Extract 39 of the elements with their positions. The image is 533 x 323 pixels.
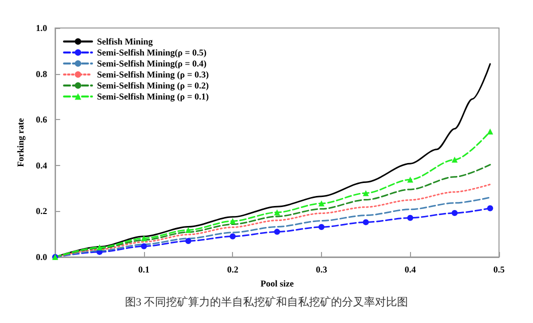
- x-tick-label: 0.4: [404, 264, 416, 274]
- legend-label: Semi-Selfish Mining (ρ = 0.1): [97, 92, 209, 102]
- y-tick-label: 0.0: [36, 252, 48, 262]
- x-axis-title: Pool size: [260, 278, 294, 288]
- point: [362, 190, 369, 196]
- point: [452, 210, 458, 216]
- point: [230, 218, 236, 224]
- text: 图3 不同挖矿算力的半自私挖矿和自私挖矿的分叉率对比图: [124, 296, 408, 308]
- point: [274, 209, 280, 216]
- y-tick-label: 0.8: [36, 68, 48, 79]
- point: [452, 156, 458, 163]
- point: [185, 226, 192, 233]
- point: [274, 228, 280, 235]
- y-tick-label: 0.2: [36, 206, 48, 216]
- x-tick-label: 0.2: [227, 264, 239, 274]
- x-tick-label: 0.1: [138, 264, 150, 274]
- point: [185, 238, 192, 244]
- point: [318, 224, 324, 230]
- y-tick-label: 0.6: [36, 114, 48, 125]
- legend-label: Semi-Selfish Mining(ρ = 0.4): [97, 58, 206, 68]
- y-tick-label: 1.0: [36, 23, 48, 33]
- point: [362, 219, 369, 226]
- y-tick-label: 0.4: [36, 160, 48, 170]
- point: [140, 235, 147, 242]
- point: [407, 176, 414, 183]
- point: [487, 128, 494, 135]
- point: [230, 233, 236, 240]
- legend-label: Semi-Selfish Mining (ρ = 0.2): [97, 80, 209, 90]
- x-tick-label: 0.5: [493, 264, 506, 274]
- y-axis-title: Forking rate: [16, 118, 26, 167]
- point: [407, 214, 414, 221]
- legend-label: Selfish Mining: [97, 36, 154, 46]
- legend-label: Semi-Selfish Mining(ρ = 0.5): [97, 48, 206, 58]
- point: [96, 244, 103, 250]
- x-tick-label: 0.3: [316, 264, 328, 274]
- legend-label: Semi-Selfish Mining (ρ = 0.3): [97, 70, 209, 80]
- point: [140, 243, 147, 250]
- point: [318, 200, 324, 206]
- point: [487, 205, 494, 212]
